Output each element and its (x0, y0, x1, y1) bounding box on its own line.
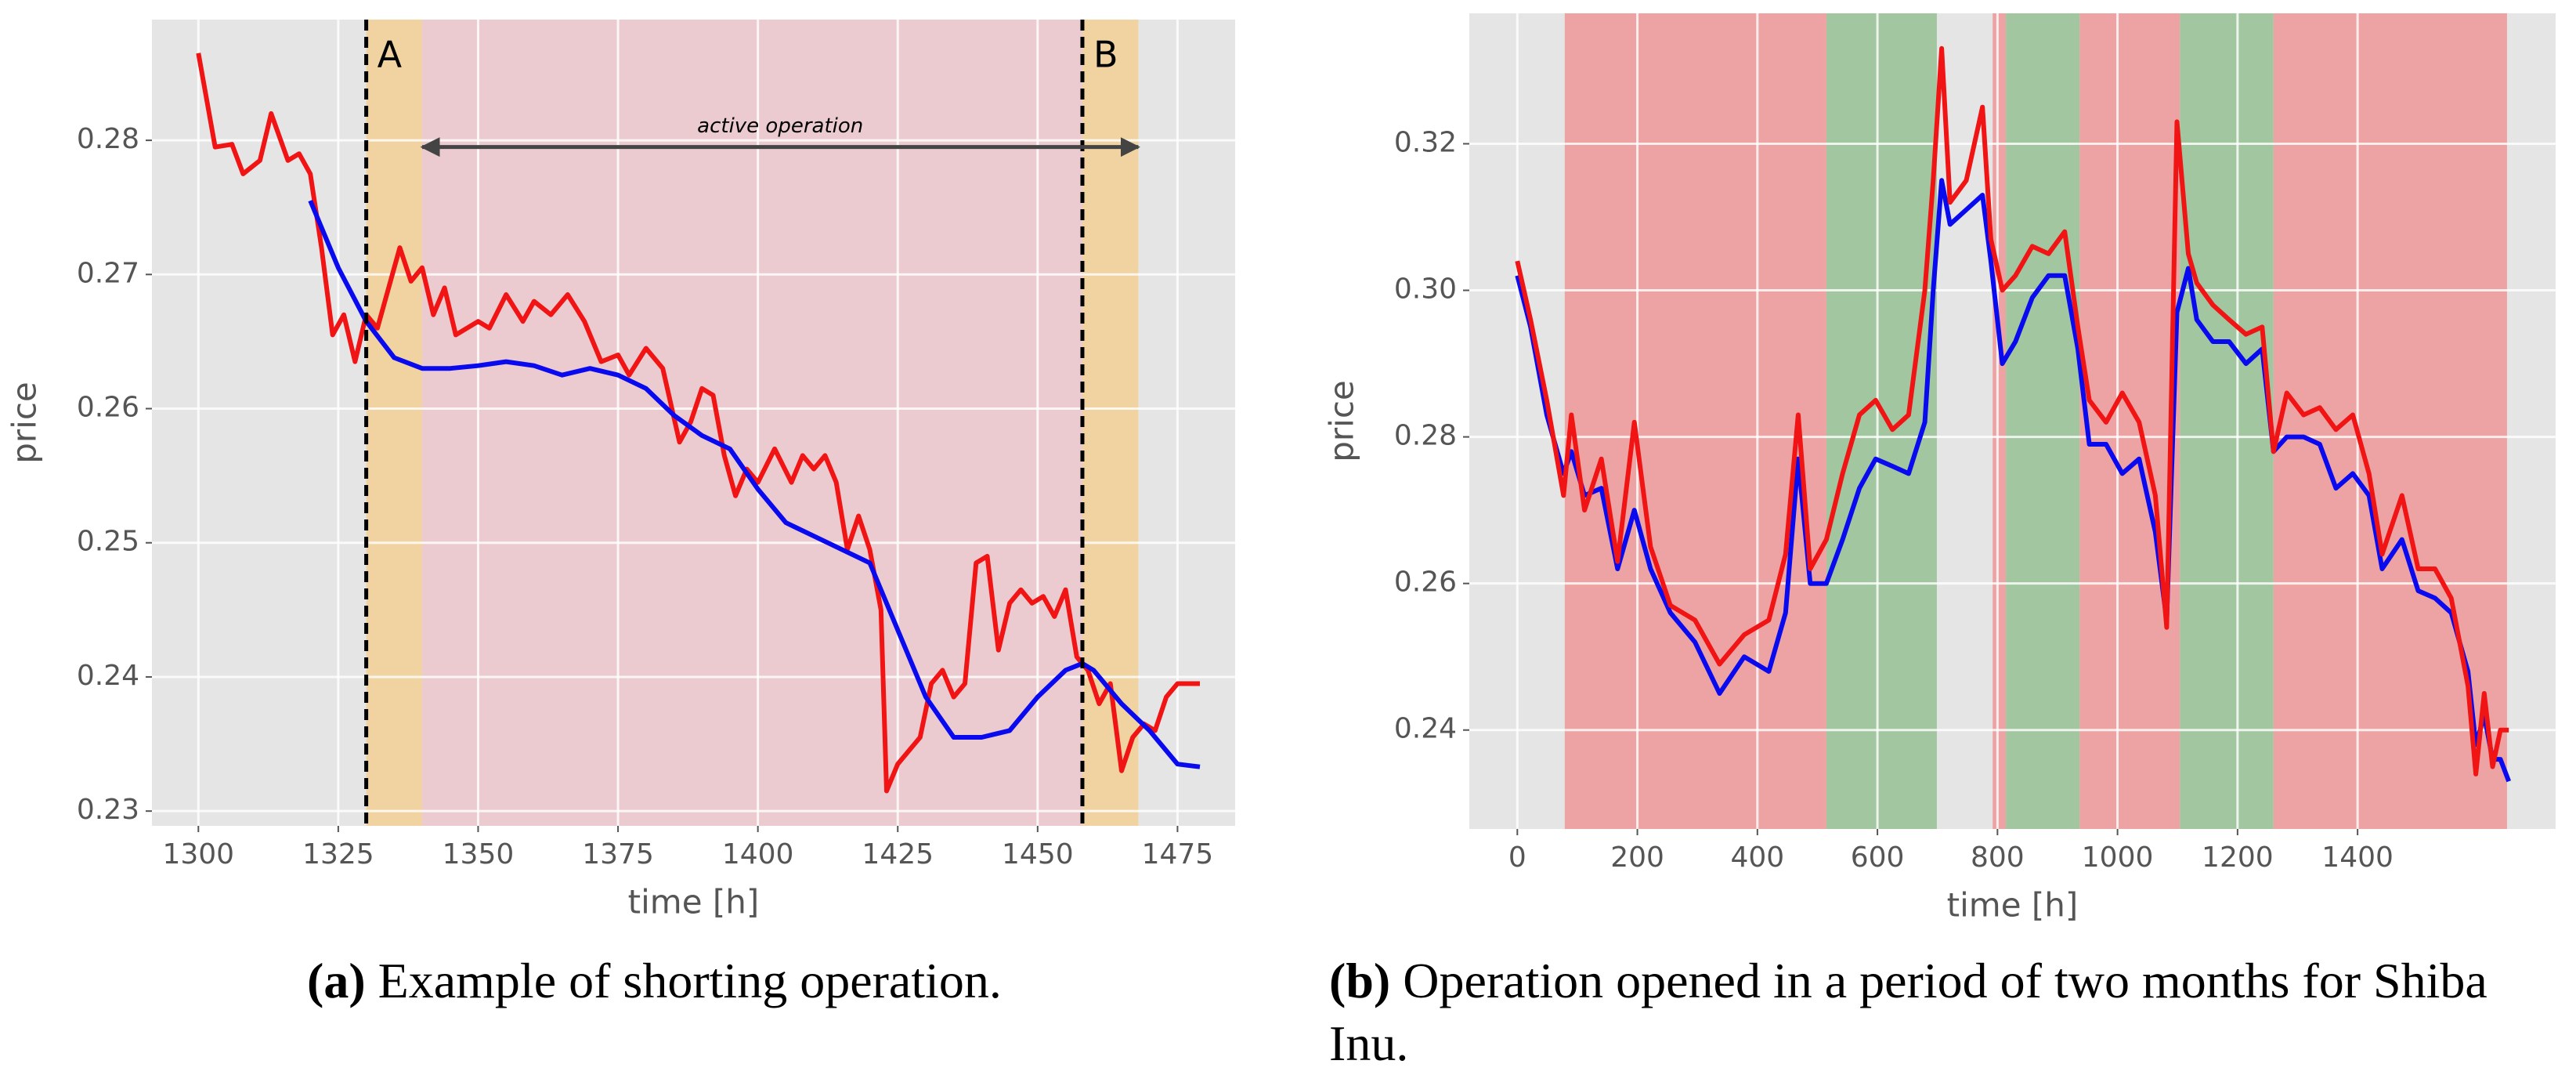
span (1993, 13, 2007, 829)
chart: 0.24 0.26 0.28 0.30 0.32 0 200 400 600 800 1000 120… (1323, 13, 2556, 925)
caption-label: (a) (307, 953, 366, 1008)
x-tick-label: 1300 (162, 838, 234, 870)
line (1515, 45, 2509, 776)
caption-text: Example of shorting operation. (378, 953, 1002, 1008)
span (2180, 13, 2274, 829)
y-tick-label: 0.28 (77, 123, 139, 155)
span (366, 20, 423, 826)
x-tick-label: 1450 (1002, 838, 1074, 870)
span (2006, 13, 2080, 829)
x-tick-label: 1350 (443, 838, 515, 870)
y-tick-label: 0.27 (77, 257, 139, 289)
y-tick-label: 0.26 (77, 392, 139, 424)
span (1564, 13, 1826, 829)
y-tick-label: 0.25 (77, 526, 139, 558)
y-axis-label: price (1323, 380, 1361, 462)
x-tick-label: 1200 (2202, 842, 2274, 874)
y-tick-label: 0.23 (77, 794, 139, 826)
caption-label: (b) (1329, 953, 1391, 1008)
y-tick-label: 0.24 (77, 660, 139, 692)
x-tick-label: 1425 (862, 838, 934, 870)
x-axis-label: time [h] (1947, 886, 2079, 925)
x-tick-label: 600 (1851, 842, 1905, 874)
x-tick-label: 1475 (1142, 838, 1214, 870)
y-tick-label: 0.32 (1394, 126, 1457, 158)
vline-label: B (1093, 34, 1118, 76)
x-tick-label: 1325 (302, 838, 374, 870)
x-tick-label: 0 (1508, 842, 1526, 874)
y-tick-label: 0.24 (1394, 713, 1457, 745)
caption-a: (a) Example of shorting operation. (307, 950, 1325, 1012)
span (2079, 13, 2180, 829)
y-axis-label: price (5, 382, 44, 464)
x-tick-label: 1400 (2321, 842, 2394, 874)
x-tick-label: 1400 (722, 838, 794, 870)
line (1515, 178, 2512, 783)
chart: 0.23 0.24 0.25 0.26 0.27 0.28 1300 1325 1350 1375… (5, 20, 1235, 921)
line (196, 52, 1200, 794)
x-tick-label: 1000 (2082, 842, 2154, 874)
line (308, 199, 1201, 769)
span (1826, 13, 1937, 829)
x-axis-label: time [h] (628, 883, 760, 921)
x-tick-label: 800 (1971, 842, 2025, 874)
y-tick-label: 0.30 (1394, 273, 1457, 306)
x-tick-label: 200 (1610, 842, 1664, 874)
plot-area (1469, 13, 2556, 829)
y-tick-label: 0.26 (1394, 566, 1457, 599)
vline-label: A (378, 34, 403, 76)
x-tick-label: 400 (1730, 842, 1784, 874)
y-tick-label: 0.28 (1394, 420, 1457, 452)
arrow-label: active operation (697, 114, 863, 138)
x-tick-label: 1375 (582, 838, 654, 870)
caption-b: (b) Operation opened in a period of two … (1329, 950, 2571, 1075)
caption-text: Operation opened in a period of two mont… (1329, 953, 2487, 1071)
